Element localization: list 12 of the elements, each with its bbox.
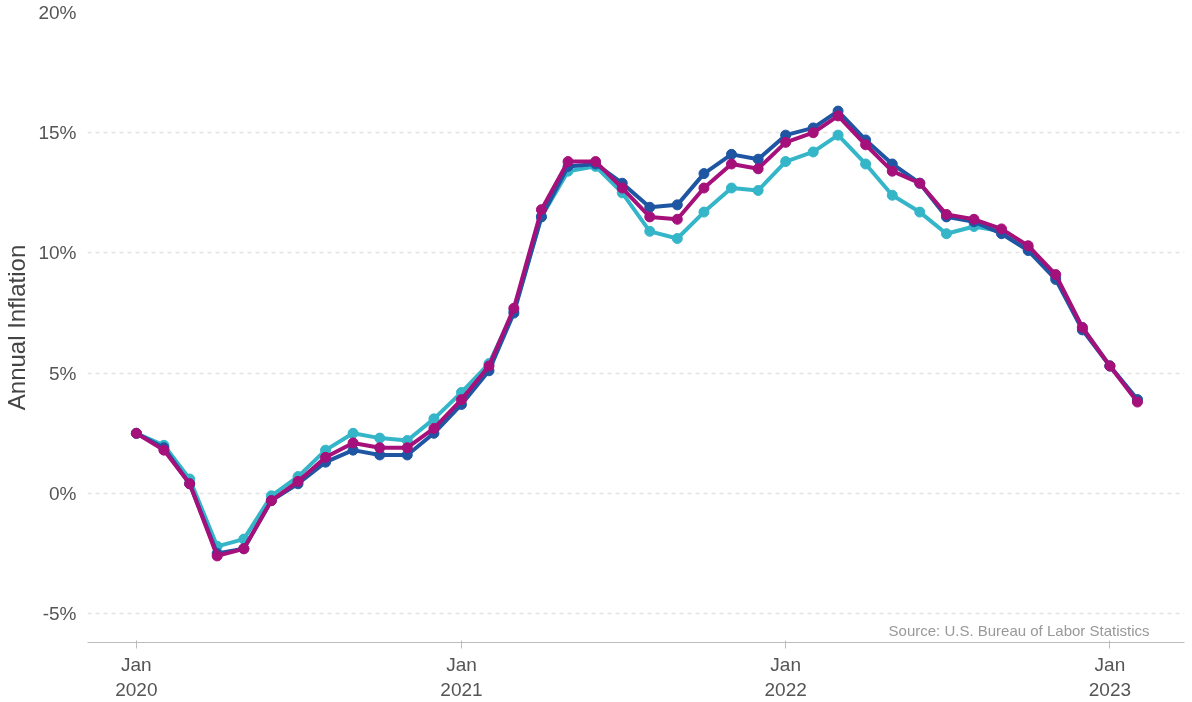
- x-tick-label: Jan 2020: [115, 653, 158, 700]
- x-tick-label: Jan 2023: [1088, 653, 1132, 700]
- x-tick-label: Jan 2022: [764, 653, 807, 700]
- y-tick-label: 20%: [38, 2, 77, 23]
- x-tick-label: Jan 2021: [440, 653, 483, 700]
- annotation: Source: U.S. Bureau of Labor Statistics: [888, 621, 1150, 639]
- y-tick-label: 15%: [38, 122, 77, 144]
- y-axis-title: Annual Inflation: [3, 244, 31, 411]
- y-tick-label: 10%: [38, 242, 77, 264]
- y-tick-label: 0%: [49, 482, 77, 504]
- y-tick-label: 5%: [49, 362, 77, 384]
- y-tick-label: -5%: [42, 603, 77, 625]
